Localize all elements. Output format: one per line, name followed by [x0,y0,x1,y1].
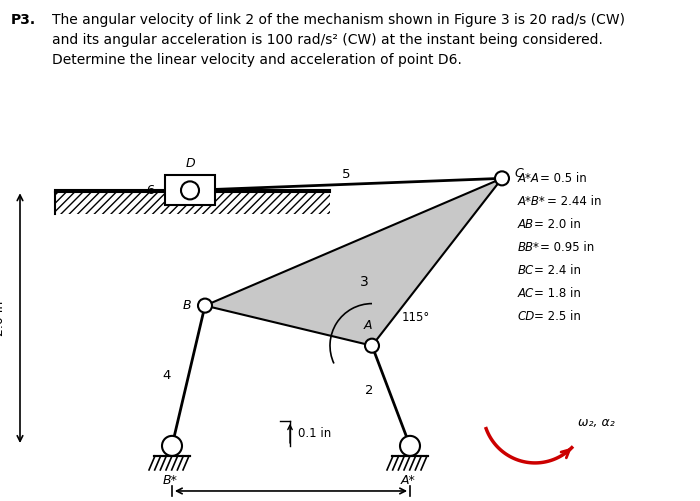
Text: P3.: P3. [10,13,36,27]
Text: = 2.0 in: = 2.0 in [533,218,580,231]
Circle shape [365,339,379,353]
Text: A*: A* [400,474,415,487]
Text: 115°: 115° [402,311,430,324]
Text: = 2.5 in: = 2.5 in [533,310,580,323]
Text: = 0.5 in: = 0.5 in [540,172,587,185]
Circle shape [198,299,212,313]
Text: 0.1 in: 0.1 in [298,427,331,440]
Text: A: A [364,319,372,332]
Circle shape [162,436,182,456]
Text: AC: AC [518,287,534,300]
Text: CD: CD [518,310,536,323]
Bar [55,192,330,214]
Text: 2.0 in: 2.0 in [0,301,6,336]
Circle shape [495,171,509,185]
Text: BC: BC [518,264,534,277]
Text: B: B [183,299,191,312]
Text: = 1.8 in: = 1.8 in [533,287,580,300]
Text: 2: 2 [365,384,373,397]
Circle shape [181,181,199,199]
Polygon shape [205,178,502,346]
Text: ω₂, α₂: ω₂, α₂ [578,416,615,429]
Text: The angular velocity of link 2 of the mechanism shown in Figure 3 is 20 rad/s (C: The angular velocity of link 2 of the me… [52,13,626,27]
Text: = 0.95 in: = 0.95 in [540,241,594,254]
Text: = 2.4 in: = 2.4 in [533,264,580,277]
Text: 4: 4 [162,369,171,382]
Text: C: C [514,167,523,180]
Bar [165,175,215,205]
Text: 3: 3 [360,275,369,289]
Text: Determine the linear velocity and acceleration of point D6.: Determine the linear velocity and accele… [52,53,463,67]
Circle shape [400,436,420,456]
Text: and its angular acceleration is 100 rad/s² (CW) at the instant being considered.: and its angular acceleration is 100 rad/… [52,33,603,47]
Text: B*: B* [162,474,177,487]
Text: A*B*: A*B* [518,195,546,208]
Text: 5: 5 [342,168,350,181]
Text: AB: AB [518,218,534,231]
Text: A*A: A*A [518,172,540,185]
Text: = 2.44 in: = 2.44 in [547,195,602,208]
Text: BB*: BB* [518,241,540,254]
Text: D: D [186,157,195,170]
Text: 6: 6 [146,184,155,197]
